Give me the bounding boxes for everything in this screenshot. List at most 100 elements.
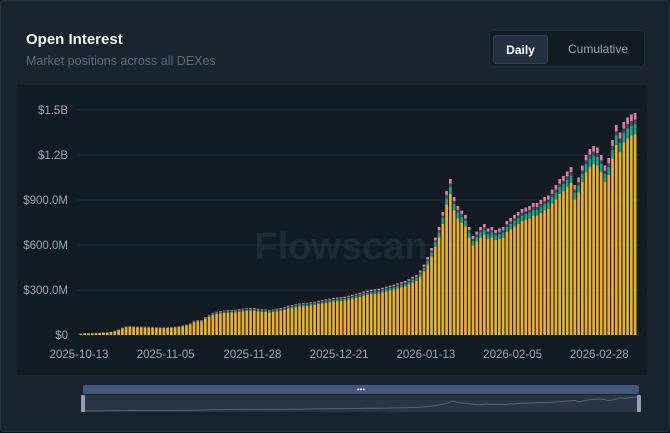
bar-segment-main[interactable] [604,182,607,335]
bar-segment-green[interactable] [204,318,207,319]
bar-segment-pink[interactable] [468,227,471,230]
bar-segment-slate[interactable] [317,302,320,303]
bar-segment-main[interactable] [558,194,561,335]
bar-segment-pink[interactable] [261,309,264,310]
bar-segment-main[interactable] [498,239,501,335]
bar-segment-green[interactable] [268,311,271,312]
bar-segment-slate[interactable] [343,298,346,299]
bar-segment-slate[interactable] [234,311,237,312]
bar-segment-green[interactable] [581,174,584,182]
bar-segment-green[interactable] [200,321,203,322]
bar-segment-green[interactable] [242,310,245,311]
bar-segment-main[interactable] [110,332,113,335]
bar-segment-green[interactable] [381,290,384,292]
bar-segment-green[interactable] [306,304,309,305]
bar-segment-pink[interactable] [426,257,429,259]
bar-segment-pink[interactable] [438,227,441,230]
bar-segment-green[interactable] [385,289,388,291]
bar-segment-main[interactable] [208,317,211,335]
bar-segment-green[interactable] [457,212,460,218]
bar-segment-pink[interactable] [377,289,380,290]
bar-segment-pink[interactable] [558,179,561,184]
bar-segment-pink[interactable] [302,303,305,304]
bar-segment-main[interactable] [460,222,463,335]
bar-segment-slate[interactable] [619,139,622,143]
bar-segment-slate[interactable] [494,233,497,235]
bar-segment-pink[interactable] [600,155,603,160]
bar-segment-slate[interactable] [287,307,290,308]
bar-segment-slate[interactable] [464,219,467,221]
bar-segment-slate[interactable] [408,281,411,282]
bar-segment-green[interactable] [577,185,580,192]
bar-segment-main[interactable] [490,237,493,335]
bar-segment-green[interactable] [543,204,546,210]
bar-segment-pink[interactable] [490,227,493,230]
bar-segment-green[interactable] [411,280,414,283]
bar-segment-pink[interactable] [517,212,520,216]
bar-segment-slate[interactable] [570,172,573,175]
bar-segment-main[interactable] [619,152,622,335]
bar-segment-main[interactable] [607,175,610,335]
bar-segment-slate[interactable] [351,296,354,297]
bar-segment-main[interactable] [174,327,177,335]
bar-segment-main[interactable] [479,237,482,335]
bar-segment-main[interactable] [487,239,490,335]
bar-segment-main[interactable] [257,311,260,335]
bar-segment-slate[interactable] [230,311,233,312]
bar-segment-main[interactable] [155,328,158,335]
bar-segment-main[interactable] [211,315,214,335]
range-handle-left[interactable] [81,395,85,412]
bar-segment-green[interactable] [347,298,350,300]
bar-segment-main[interactable] [321,304,324,335]
bar-segment-green[interactable] [532,210,535,216]
bar-segment-green[interactable] [453,204,456,210]
bar-segment-green[interactable] [626,128,629,138]
bar-segment-main[interactable] [528,218,531,335]
bar-segment-green[interactable] [441,218,444,224]
bar-segment-pink[interactable] [219,311,222,312]
bar-segment-pink[interactable] [589,149,592,155]
bar-segment-main[interactable] [291,308,294,335]
bar-segment-main[interactable] [136,327,139,335]
bar-segment-green[interactable] [566,180,569,187]
bar-segment-pink[interactable] [419,271,422,273]
bar-segment-slate[interactable] [634,120,637,124]
bar-segment-pink[interactable] [536,203,539,207]
bar-segment-pink[interactable] [396,283,399,285]
bar-segment-main[interactable] [91,333,94,335]
bar-segment-slate[interactable] [600,160,603,164]
bar-segment-slate[interactable] [279,309,282,310]
bar-segment-slate[interactable] [381,289,384,290]
bar-segment-pink[interactable] [404,281,407,283]
bar-segment-slate[interactable] [513,219,516,221]
bar-segment-main[interactable] [302,306,305,335]
bar-segment-main[interactable] [634,134,637,335]
bar-segment-green[interactable] [366,293,369,295]
bar-segment-slate[interactable] [630,121,633,125]
bar-segment-pink[interactable] [347,296,350,297]
bar-segment-main[interactable] [389,290,392,335]
bar-segment-green[interactable] [415,278,418,281]
bar-segment-green[interactable] [619,143,622,152]
bar-segment-green[interactable] [528,212,531,218]
bar-segment-pink[interactable] [487,229,490,232]
bar-segment-slate[interactable] [377,290,380,291]
bar-segment-slate[interactable] [298,304,301,305]
bar-segment-slate[interactable] [359,294,362,295]
bar-segment-main[interactable] [562,191,565,335]
bar-segment-green[interactable] [298,305,301,306]
bar-segment-slate[interactable] [475,235,478,237]
bar-segment-main[interactable] [453,210,456,335]
bar-segment-slate[interactable] [362,293,365,294]
bar-segment-green[interactable] [325,301,328,303]
bar-segment-slate[interactable] [242,309,245,310]
bar-segment-main[interactable] [483,235,486,335]
bar-segment-main[interactable] [551,203,554,335]
bar-segment-main[interactable] [615,145,618,335]
bar-segment-green[interactable] [283,309,286,310]
bar-segment-main[interactable] [87,333,90,335]
bar-segment-green[interactable] [438,232,441,237]
bar-segment-green[interactable] [430,252,433,256]
bar-segment-main[interactable] [238,312,241,335]
bar-segment-pink[interactable] [359,293,362,294]
